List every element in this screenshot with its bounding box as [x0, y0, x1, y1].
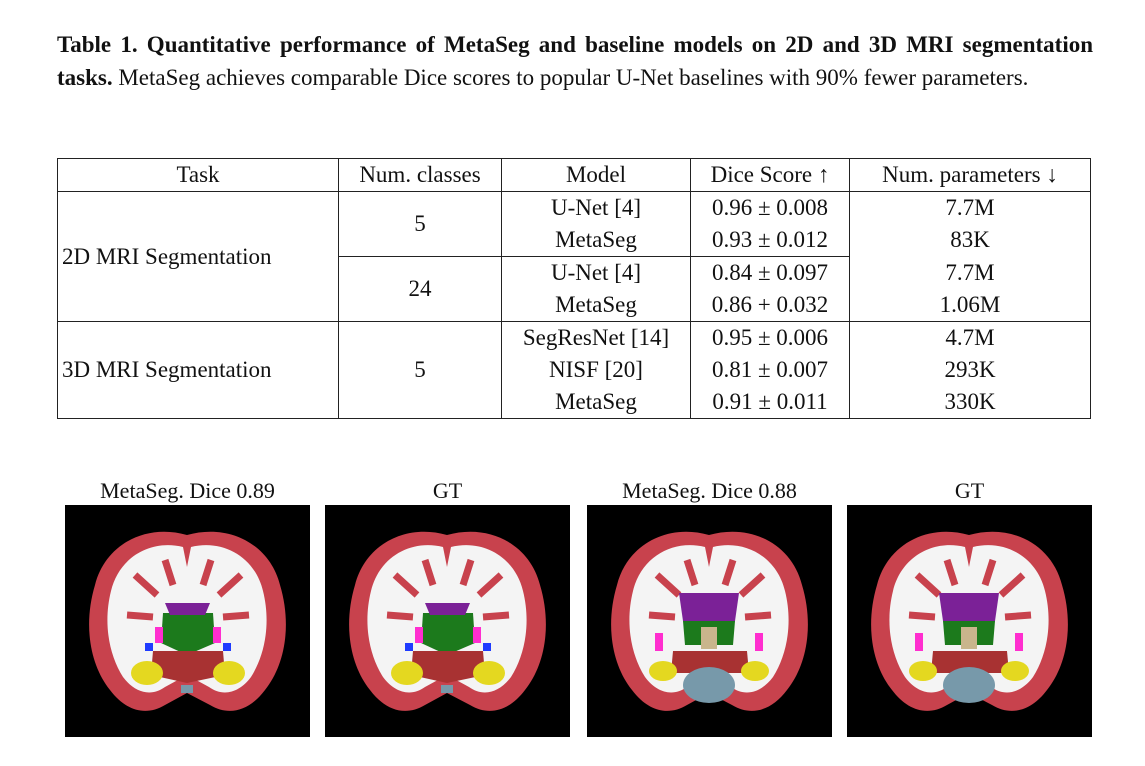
- figure-panel: GT: [325, 476, 570, 737]
- task-cell: 2D MRI Segmentation: [57, 191, 339, 322]
- figure-label: GT: [954, 478, 985, 503]
- model-cell: MetaSeg: [501, 224, 691, 257]
- params-cell: 293K: [849, 354, 1091, 386]
- caption: Table 1. Quantitative performance of Met…: [57, 28, 1093, 94]
- segmentation-image: [65, 505, 310, 737]
- classes-cell: 5: [338, 321, 502, 419]
- model-cell: MetaSeg: [501, 289, 691, 322]
- params-cell: 83K: [849, 224, 1091, 257]
- params-cell: 7.7M: [849, 256, 1091, 289]
- params-cell: 330K: [849, 386, 1091, 419]
- model-cell: SegResNet [14]: [501, 321, 691, 354]
- figure-panel: MetaSeg. Dice 0.88: [587, 476, 832, 737]
- results-table: Task Num. classes Model Dice Score ↑ Num…: [57, 158, 1091, 419]
- classes-cell: 24: [338, 256, 502, 322]
- row: MetaSeg 0.86 + 0.032 1.06M: [58, 289, 1091, 322]
- header-cell: Dice Score ↑: [690, 158, 850, 192]
- dice-cell: 0.81 ± 0.007: [690, 354, 850, 386]
- figure-panel: MetaSeg. Dice 0.89: [65, 476, 310, 737]
- row: NISF [20] 0.81 ± 0.007 293K: [58, 354, 1091, 386]
- figure-label: MetaSeg. Dice 0.89: [100, 478, 275, 503]
- row: MetaSeg 0.91 ± 0.011 330K: [58, 386, 1091, 419]
- row: 3D MRI Segmentation 5 SegResNet [14] 0.9…: [57, 321, 1091, 419]
- segmentation-image: [325, 505, 570, 737]
- model-cell: MetaSeg: [501, 386, 691, 419]
- dice-cell: 0.84 ± 0.097: [690, 256, 850, 289]
- header-cell: Task: [57, 158, 339, 192]
- caption-text: MetaSeg achieves comparable Dice scores …: [118, 65, 1029, 90]
- model-cell: U-Net [4]: [501, 191, 691, 224]
- params-cell: 4.7M: [849, 321, 1091, 354]
- figure-label: GT: [432, 478, 463, 503]
- dice-cell: 0.95 ± 0.006: [690, 321, 850, 354]
- header-cell: Model: [501, 158, 691, 192]
- model-cell: NISF [20]: [501, 354, 691, 386]
- figure-panel: GT: [847, 476, 1092, 737]
- segmentation-image: [587, 505, 832, 737]
- figure-label: MetaSeg. Dice 0.88: [622, 478, 797, 503]
- params-cell: 1.06M: [849, 289, 1091, 322]
- dice-cell: 0.93 ± 0.012: [690, 224, 850, 257]
- caption-label: Table 1. Quantitative performance of Met…: [57, 32, 1093, 90]
- segmentation-image: [847, 505, 1092, 737]
- task-cell: 3D MRI Segmentation: [57, 321, 339, 419]
- row: 24 U-Net [4] 0.84 ± 0.097 7.7M: [58, 256, 1091, 322]
- dice-cell: 0.96 ± 0.008: [690, 191, 850, 224]
- dice-cell: 0.91 ± 0.011: [690, 386, 850, 419]
- row: 2D MRI Segmentation 5 U-Net [4] 0.96 ± 0…: [57, 191, 1091, 322]
- model-cell: U-Net [4]: [501, 256, 691, 289]
- header-cell: Num. classes: [338, 158, 502, 192]
- header-cell: Num. parameters ↓: [849, 158, 1091, 192]
- dice-cell: 0.86 + 0.032: [690, 289, 850, 322]
- params-cell: 7.7M: [849, 191, 1091, 224]
- header-row: Task Num. classes Model Dice Score ↑ Num…: [57, 158, 1091, 192]
- classes-cell: 5: [338, 191, 502, 257]
